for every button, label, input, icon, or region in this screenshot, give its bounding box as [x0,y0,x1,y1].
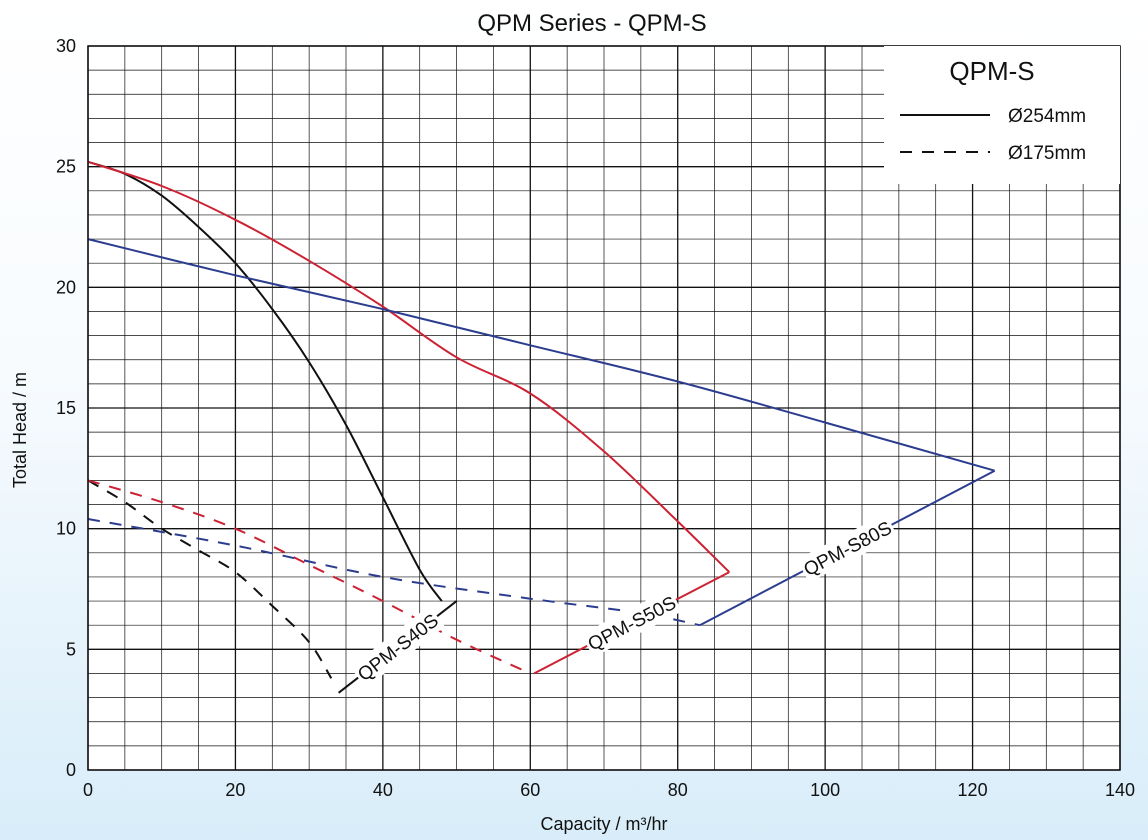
x-tick-label: 0 [83,780,93,800]
y-tick-label: 30 [56,36,76,56]
chart-title: QPM Series - QPM-S [477,10,706,37]
y-axis-label: Total Head / m [10,372,30,488]
plot-frame [87,45,1121,771]
model-label-background [796,513,898,583]
series-line-qpm-s40s-small-impeller [87,479,333,679]
y-tick-label: 0 [66,760,76,780]
legend-title: QPM-S [949,56,1034,86]
legend: QPM-S Ø254mm Ø175mm [884,46,1120,184]
x-tick-label: 40 [373,780,393,800]
x-tick-label: 20 [225,780,245,800]
x-axis-label: Capacity / m³/hr [540,814,667,834]
x-tick-label: 80 [668,780,688,800]
y-tick-label: 25 [56,157,76,177]
series-line-qpm-s50s-small-impeller [87,479,531,675]
y-tick-label: 10 [56,519,76,539]
legend-entry-solid: Ø254mm [1008,106,1086,127]
x-tick-label: 100 [810,780,840,800]
x-tick-label: 60 [520,780,540,800]
series-line-qpm-s40s-large-impeller [87,160,443,602]
x-tick-labels: 0 20 40 60 80 100 120 140 [83,780,1135,800]
model-label-background [581,588,682,658]
series-line-qpm-s50s-large-impeller [87,160,730,573]
y-tick-label: 15 [56,398,76,418]
y-tick-label: 20 [56,277,76,297]
x-tick-label: 140 [1105,780,1135,800]
series-line-qpm-s80s-large-impeller [87,238,995,472]
model-label-background [350,605,446,688]
legend-entry-dashed: Ø175mm [1008,143,1086,164]
y-tick-labels: 0 5 10 15 20 25 30 [56,36,76,780]
y-tick-label: 5 [66,639,76,659]
x-tick-label: 120 [958,780,988,800]
